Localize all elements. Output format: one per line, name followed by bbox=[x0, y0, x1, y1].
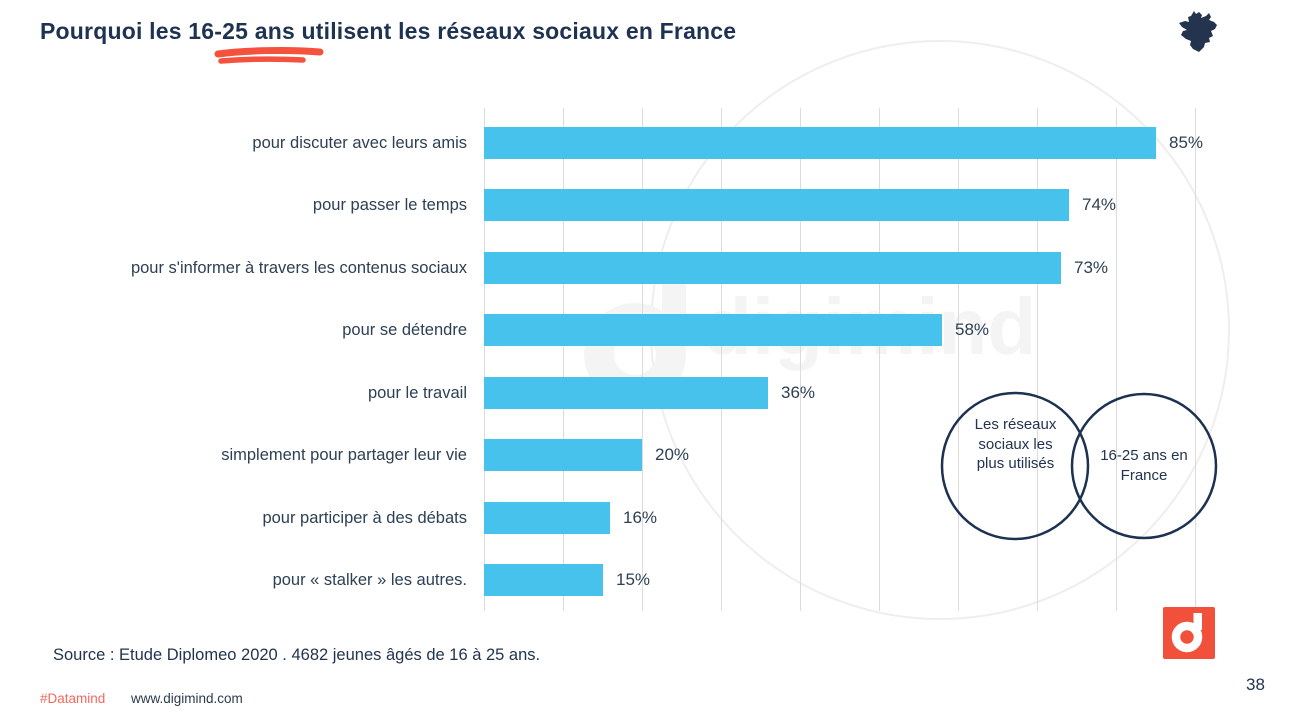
value-label-8: 15% bbox=[616, 570, 651, 589]
page-title: Pourquoi les 16-25 ans utilisent les rés… bbox=[40, 18, 737, 44]
value-label-5: 36% bbox=[781, 382, 816, 402]
website-link[interactable]: www.digimind.com bbox=[131, 691, 243, 706]
category-label-5: pour le travail bbox=[367, 383, 467, 402]
category-label-2: pour passer le temps bbox=[312, 196, 467, 215]
france-map-icon bbox=[1179, 11, 1217, 52]
source-text: Source : Etude Diplomeo 2020 . 4682 jeun… bbox=[53, 646, 541, 664]
digimind-logo bbox=[1163, 607, 1215, 659]
venn-label-right: 16-25 ans en France bbox=[1100, 447, 1188, 484]
bar-4 bbox=[484, 314, 942, 347]
category-label-7: pour participer à des débats bbox=[262, 508, 467, 527]
category-label-4: pour se détendre bbox=[342, 321, 467, 340]
bar-3 bbox=[484, 251, 1061, 284]
gridline-10 bbox=[563, 108, 564, 611]
gridline-60 bbox=[958, 108, 959, 611]
value-label-2: 74% bbox=[1082, 195, 1117, 215]
gridline-0 bbox=[484, 108, 485, 611]
value-label-6: 20% bbox=[655, 445, 690, 465]
gridline-50 bbox=[879, 108, 880, 611]
bar-1 bbox=[484, 127, 1156, 159]
venn-label-left: Les réseaux sociaux les plus utilisés bbox=[974, 416, 1057, 472]
bar-8 bbox=[484, 564, 603, 596]
digimind-d-icon bbox=[1171, 613, 1203, 653]
gridline-40 bbox=[800, 108, 801, 611]
gridline-20 bbox=[642, 108, 643, 611]
page-number: 38 bbox=[1246, 675, 1265, 694]
gridline-80 bbox=[1116, 108, 1117, 611]
category-label-8: pour « stalker » les autres. bbox=[272, 571, 467, 589]
bar-chart: 85% 74% 73% 58% 36% 20% 16% 15% bbox=[484, 108, 1203, 611]
category-label-6: simplement pour partager leur vie bbox=[221, 446, 467, 465]
bar-5 bbox=[484, 376, 768, 409]
bar-6 bbox=[484, 439, 642, 472]
gridline-30 bbox=[721, 108, 722, 611]
category-label-1: pour discuter avec leurs amis bbox=[252, 134, 467, 152]
category-label-3: pour s'informer à travers les contenus s… bbox=[130, 258, 467, 277]
hashtag-label: #Datamind bbox=[40, 691, 106, 706]
value-label-1: 85% bbox=[1169, 133, 1204, 152]
gridline-70 bbox=[1037, 108, 1038, 611]
value-label-4: 58% bbox=[955, 320, 990, 340]
venn-circles-icon bbox=[940, 391, 1218, 541]
gridline-90 bbox=[1195, 108, 1196, 611]
value-label-3: 73% bbox=[1074, 257, 1109, 277]
red-squiggle-underline-icon bbox=[214, 46, 324, 64]
bar-2 bbox=[484, 189, 1069, 222]
bar-7 bbox=[484, 501, 610, 534]
value-label-7: 16% bbox=[623, 507, 658, 527]
